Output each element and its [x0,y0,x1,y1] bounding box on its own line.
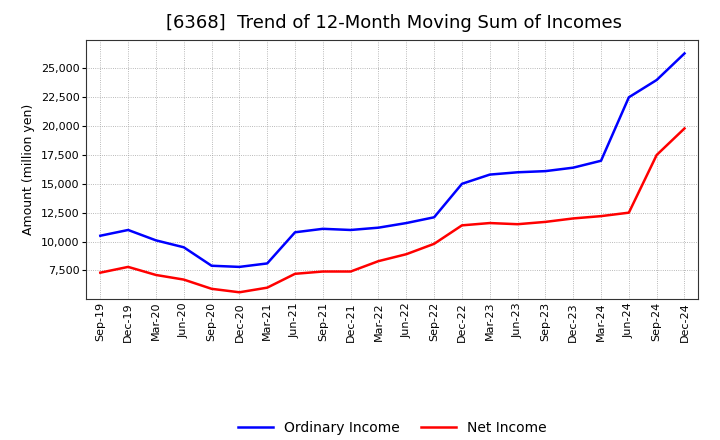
Net Income [374,258,383,264]
Net Income [402,252,410,257]
Ordinary Income [485,172,494,177]
Ordinary Income [96,233,104,238]
Net Income [207,286,216,291]
Net Income [291,271,300,276]
Net Income [569,216,577,221]
Ordinary Income [597,158,606,163]
Ordinary Income [179,245,188,250]
Ordinary Income [513,170,522,175]
Net Income [458,223,467,228]
Ordinary Income [152,238,161,243]
Ordinary Income [346,227,355,233]
Legend: Ordinary Income, Net Income: Ordinary Income, Net Income [233,415,552,440]
Net Income [346,269,355,274]
Text: [6368]  Trend of 12-Month Moving Sum of Incomes: [6368] Trend of 12-Month Moving Sum of I… [166,15,622,33]
Y-axis label: Amount (million yen): Amount (million yen) [22,104,35,235]
Ordinary Income [430,215,438,220]
Net Income [96,270,104,275]
Net Income [624,210,633,215]
Ordinary Income [624,95,633,100]
Net Income [652,152,661,158]
Line: Ordinary Income: Ordinary Income [100,53,685,267]
Net Income [541,219,550,224]
Net Income [680,126,689,131]
Ordinary Income [680,51,689,56]
Ordinary Income [541,169,550,174]
Ordinary Income [124,227,132,233]
Net Income [513,222,522,227]
Net Income [597,213,606,219]
Net Income [124,264,132,270]
Ordinary Income [458,181,467,187]
Ordinary Income [569,165,577,170]
Net Income [263,285,271,290]
Ordinary Income [402,220,410,226]
Ordinary Income [263,261,271,266]
Net Income [318,269,327,274]
Ordinary Income [207,263,216,268]
Net Income [152,272,161,278]
Ordinary Income [235,264,243,270]
Net Income [430,241,438,246]
Ordinary Income [374,225,383,230]
Net Income [179,277,188,282]
Net Income [235,290,243,295]
Ordinary Income [318,226,327,231]
Line: Net Income: Net Income [100,128,685,292]
Net Income [485,220,494,226]
Ordinary Income [652,77,661,83]
Ordinary Income [291,230,300,235]
